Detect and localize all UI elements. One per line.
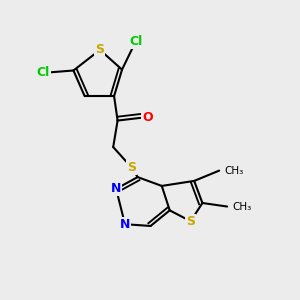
Text: Cl: Cl [129, 34, 142, 48]
Text: S: S [186, 215, 195, 228]
Text: N: N [120, 218, 130, 231]
Text: O: O [142, 110, 153, 124]
Text: S: S [95, 44, 104, 56]
Text: Cl: Cl [37, 66, 50, 80]
Text: S: S [127, 161, 136, 174]
Text: CH₃: CH₃ [232, 202, 252, 212]
Text: N: N [111, 182, 121, 195]
Text: CH₃: CH₃ [224, 166, 244, 176]
